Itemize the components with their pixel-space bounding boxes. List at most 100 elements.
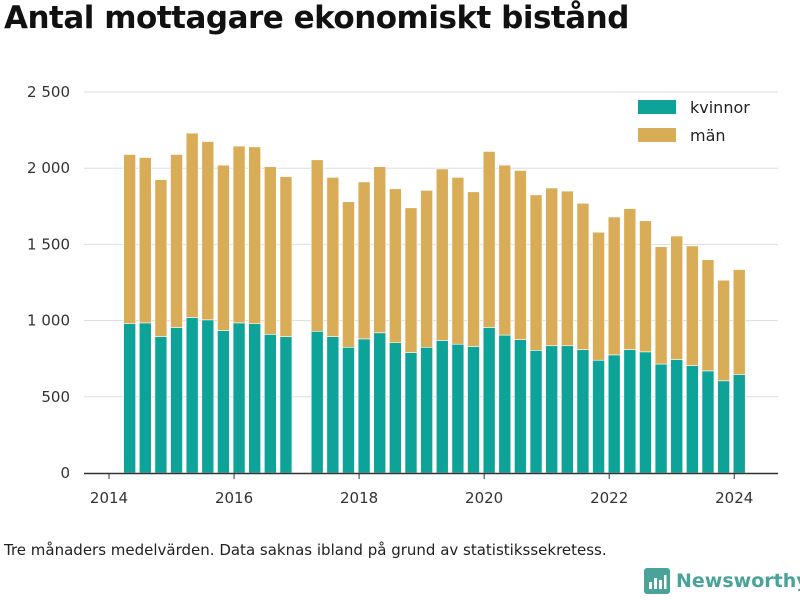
bar-kvinnor xyxy=(560,345,574,474)
legend-label-man: män xyxy=(690,126,726,145)
bar-kvinnor xyxy=(373,332,387,474)
bar-man xyxy=(732,269,746,376)
bar-kvinnor xyxy=(310,330,324,474)
bar-kvinnor xyxy=(279,336,293,474)
bar-kvinnor xyxy=(514,339,527,474)
bar-man xyxy=(514,170,527,340)
bar-man xyxy=(373,166,387,334)
x-axis: 2014 2016 2018 2020 2022 2024 xyxy=(84,472,778,507)
bar-man xyxy=(326,177,340,337)
bar-man xyxy=(342,201,355,348)
bar-kvinnor xyxy=(264,334,277,474)
bar-man xyxy=(123,154,136,324)
x-tick-label: 2014 xyxy=(90,489,128,507)
bar-kvinnor xyxy=(123,323,136,474)
newsworthy-logo-icon xyxy=(644,568,670,594)
bar-kvinnor xyxy=(654,363,668,474)
bar-kvinnor xyxy=(326,336,340,474)
footnote: Tre månaders medelvärden. Data saknas ib… xyxy=(4,541,607,559)
bars xyxy=(123,132,746,474)
bar-kvinnor xyxy=(623,349,637,474)
bar-kvinnor xyxy=(201,319,215,474)
y-tick-label: 2 000 xyxy=(27,159,70,177)
bar-man xyxy=(717,279,730,382)
bar-kvinnor xyxy=(389,342,402,474)
bar-man xyxy=(264,166,277,335)
bar-kvinnor xyxy=(451,343,465,474)
bar-kvinnor xyxy=(607,354,621,474)
bar-kvinnor xyxy=(185,317,199,474)
bar-man xyxy=(686,245,699,366)
brand-name: Newsworthy xyxy=(676,570,800,592)
legend-swatch-kvinnor xyxy=(638,100,676,114)
bar-kvinnor xyxy=(357,338,371,474)
bar-man xyxy=(232,145,246,324)
bar-man xyxy=(701,259,715,372)
bar-man xyxy=(545,187,558,347)
bar-man xyxy=(467,191,480,347)
bar-man xyxy=(654,246,668,365)
bar-kvinnor xyxy=(404,352,418,474)
bar-kvinnor xyxy=(170,327,183,474)
bar-man xyxy=(592,231,605,361)
bar-man xyxy=(357,181,371,340)
bar-man xyxy=(560,190,574,347)
y-tick-label: 0 xyxy=(60,464,70,482)
bar-man xyxy=(639,220,652,353)
bar-man xyxy=(482,151,496,328)
bar-man xyxy=(248,146,261,324)
bar-kvinnor xyxy=(498,334,512,474)
x-tick-label: 2016 xyxy=(215,489,253,507)
y-axis: 0 500 1 000 1 500 2 000 2 500 xyxy=(27,83,70,482)
bar-kvinnor xyxy=(701,370,715,474)
bar-kvinnor xyxy=(420,346,433,474)
bar-man xyxy=(607,216,621,356)
x-tick-label: 2022 xyxy=(590,489,628,507)
bar-man xyxy=(310,159,324,332)
bar-man xyxy=(217,164,230,331)
bar-man xyxy=(201,141,215,321)
y-tick-label: 1 000 xyxy=(27,312,70,330)
bar-man xyxy=(154,179,168,337)
x-tick-label: 2024 xyxy=(715,489,753,507)
bar-kvinnor xyxy=(732,374,746,474)
bar-kvinnor xyxy=(248,323,261,474)
bar-man xyxy=(670,235,684,360)
bar-kvinnor xyxy=(529,350,543,474)
bar-man xyxy=(498,164,512,336)
bar-kvinnor xyxy=(545,345,558,474)
x-tick-label: 2018 xyxy=(340,489,378,507)
bar-kvinnor xyxy=(686,365,699,474)
x-tick-label: 2020 xyxy=(465,489,503,507)
bar-kvinnor xyxy=(482,327,496,474)
bar-man xyxy=(389,188,402,343)
bar-kvinnor xyxy=(217,330,230,474)
bar-kvinnor xyxy=(717,380,730,474)
bar-man xyxy=(576,202,590,350)
y-tick-label: 2 500 xyxy=(27,83,70,101)
legend: kvinnor män xyxy=(638,98,750,145)
bar-kvinnor xyxy=(592,359,605,474)
bar-kvinnor xyxy=(576,349,590,474)
bar-kvinnor xyxy=(467,346,480,474)
bar-man xyxy=(451,177,465,345)
bar-man xyxy=(404,207,418,353)
legend-label-kvinnor: kvinnor xyxy=(690,98,750,117)
y-tick-label: 1 500 xyxy=(27,235,70,253)
bar-kvinnor xyxy=(154,336,168,474)
bar-kvinnor xyxy=(670,359,684,474)
brand-logo[interactable]: Newsworthy xyxy=(644,568,800,594)
legend-swatch-man xyxy=(638,128,676,142)
bar-kvinnor xyxy=(435,340,449,474)
chart-title: Antal mottagare ekonomiskt bistånd xyxy=(4,0,629,36)
bar-kvinnor xyxy=(138,322,152,474)
bar-man xyxy=(623,208,637,350)
bar-kvinnor xyxy=(232,322,246,474)
bar-man xyxy=(185,132,199,318)
bar-kvinnor xyxy=(639,351,652,474)
bar-man xyxy=(420,189,433,348)
bar-kvinnor xyxy=(342,346,355,474)
bar-man xyxy=(279,176,293,337)
bar-man xyxy=(529,194,543,351)
